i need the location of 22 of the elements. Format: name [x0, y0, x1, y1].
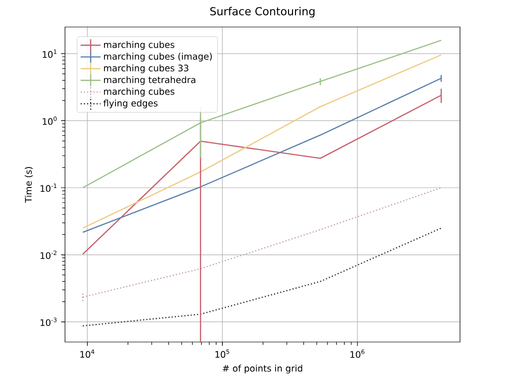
line-series [82, 40, 442, 188]
line-series [82, 54, 442, 229]
y-tick-label: 10$^{-1}$ [40, 184, 56, 192]
y-axis-title: Time (s) [24, 167, 33, 203]
line-series [82, 78, 442, 233]
chart-title: Surface Contouring [210, 6, 314, 18]
legend-label: flying edges [103, 100, 158, 108]
y-tick-label: 10$^{1}$ [42, 50, 56, 58]
legend-label: marching cubes [104, 41, 174, 50]
legend-label: marching tetrahedra [104, 76, 196, 85]
x-tick-label: 10$^{6}$ [350, 350, 364, 358]
legend-label: marching cubes [104, 88, 174, 97]
x-tick-label: 10$^{4}$ [80, 350, 94, 358]
line-series [82, 228, 442, 326]
line-series [82, 187, 442, 298]
legend-label: marching cubes (image) [104, 52, 212, 62]
y-tick-label: 10$^{-3}$ [40, 318, 57, 326]
x-tick-label: 10$^{5}$ [215, 350, 230, 358]
x-axis-title: # of points in grid [222, 364, 302, 374]
legend-label: marching cubes 33 [104, 64, 188, 74]
y-tick-label: 10$^{0}$ [42, 116, 57, 125]
y-tick-label: 10$^{-2}$ [40, 250, 56, 259]
